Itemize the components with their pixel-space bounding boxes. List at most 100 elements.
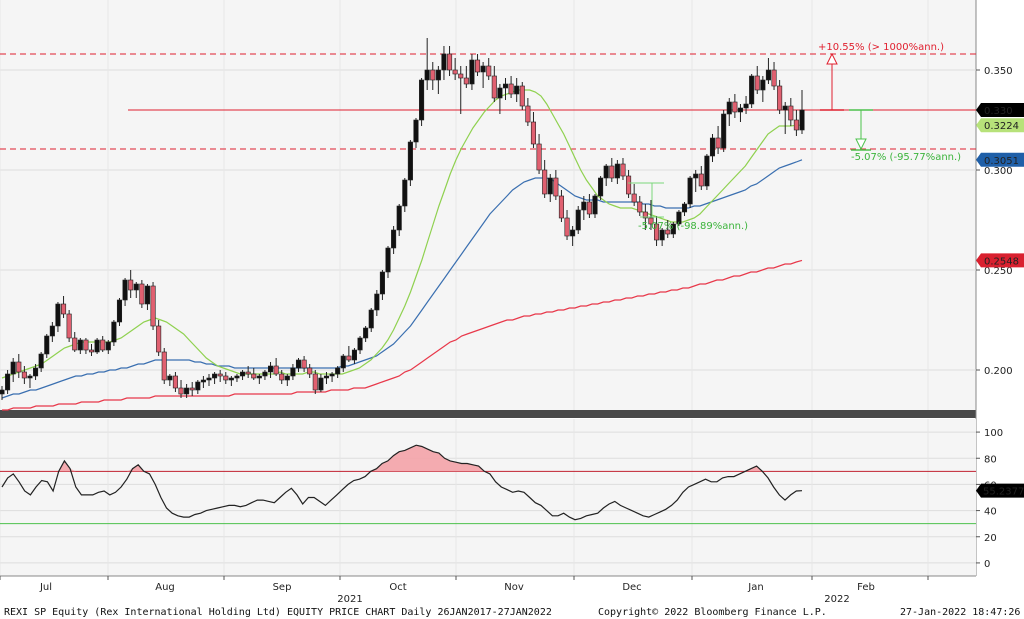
candle-body-down <box>698 173 704 187</box>
candle-body-up <box>284 375 290 381</box>
candle-body-up <box>329 373 335 377</box>
candle <box>150 282 156 330</box>
candle <box>469 54 475 90</box>
candle <box>497 84 503 114</box>
candle <box>424 38 430 90</box>
candle <box>407 140 413 186</box>
candle-body-up <box>335 367 341 375</box>
candle-body-up <box>581 201 587 211</box>
candle <box>240 370 246 380</box>
panel-divider <box>0 410 976 418</box>
candle <box>144 284 150 310</box>
candle-body-down <box>273 365 279 375</box>
rsi-tick-label: 80 <box>984 454 997 465</box>
candle-body-down <box>642 211 648 219</box>
candle-body-up <box>760 79 766 91</box>
month-label: Jul <box>39 582 52 593</box>
candle <box>206 374 212 386</box>
candle <box>318 374 324 392</box>
candle <box>754 66 760 94</box>
candle-body-up <box>105 341 111 351</box>
price-tag-bg <box>976 118 1024 133</box>
candle-body-up <box>419 79 425 121</box>
candle <box>447 46 453 76</box>
candle-body-up <box>133 283 139 291</box>
year-label: 2022 <box>824 594 849 605</box>
candle <box>133 282 139 298</box>
candle <box>698 166 704 190</box>
candle-body-up <box>38 353 44 369</box>
down-annotation: -5.07% (-95.77%ann.) <box>851 152 961 163</box>
candle <box>100 336 106 352</box>
chart-footer: REXI SP Equity (Rex International Holdin… <box>4 607 1020 618</box>
candle-body-up <box>144 285 150 305</box>
candle-body-down <box>553 177 559 197</box>
candle <box>799 90 805 134</box>
candle <box>749 74 755 108</box>
mid-annotation: -5.07% (-98.89%ann.) <box>638 221 748 232</box>
candle-body-up <box>385 247 391 273</box>
price-tag-bg <box>976 253 1024 268</box>
month-label: Feb <box>857 582 875 593</box>
candle-body-up <box>323 375 330 379</box>
candle <box>525 98 531 126</box>
candle <box>189 382 195 396</box>
candle-body-up <box>379 271 385 295</box>
candle <box>413 118 419 148</box>
candle-body-up <box>391 229 397 249</box>
candle <box>681 202 688 216</box>
candle-body-down <box>654 223 660 241</box>
candle <box>273 358 279 376</box>
candle-body-down <box>72 337 78 351</box>
candle <box>234 374 240 382</box>
candle <box>519 82 525 110</box>
candle-body-down <box>626 175 632 195</box>
candle-body-up <box>27 375 33 379</box>
candle-body-down <box>251 373 257 379</box>
candle <box>463 66 469 88</box>
candle-body-up <box>726 101 732 115</box>
candle-body-down <box>189 387 195 391</box>
candle <box>514 78 520 102</box>
candle <box>116 298 123 326</box>
price-tag-text: 0.2548 <box>984 256 1019 267</box>
candle <box>167 374 173 386</box>
candle <box>55 302 61 332</box>
candle <box>94 338 100 354</box>
month-label: Dec <box>622 582 641 593</box>
candle <box>83 338 89 354</box>
candle <box>737 104 743 122</box>
candle-body-down <box>530 121 537 145</box>
candle <box>267 362 274 378</box>
candle-body-down <box>21 371 27 379</box>
candle-body-down <box>245 371 251 375</box>
candle <box>614 160 620 184</box>
candle <box>195 380 201 394</box>
price-tick-label: 0.250 <box>984 266 1013 277</box>
candle-body-up <box>228 377 234 381</box>
candle-body-down <box>771 69 777 87</box>
candle <box>788 98 794 126</box>
candle <box>323 372 330 384</box>
candle-body-down <box>586 201 592 215</box>
candle-body-up <box>676 211 682 225</box>
candle-body-up <box>290 367 296 377</box>
candle <box>564 210 570 240</box>
candle <box>474 54 481 76</box>
candle <box>329 372 335 382</box>
candle-body-down <box>474 59 481 73</box>
candle-body-down <box>519 85 525 107</box>
candle <box>715 126 721 154</box>
candle-body-up <box>575 209 581 231</box>
candle <box>626 170 632 198</box>
price-tag: 0.3051 <box>976 152 1024 167</box>
candle <box>284 374 290 386</box>
rsi-overbought-fill <box>745 466 763 472</box>
candle <box>128 270 134 298</box>
candle <box>357 336 363 354</box>
candle-body-down <box>88 349 95 353</box>
candle-body-down <box>525 105 531 123</box>
candle <box>743 96 749 114</box>
rsi-value-tag: 55.2377 <box>976 483 1024 498</box>
